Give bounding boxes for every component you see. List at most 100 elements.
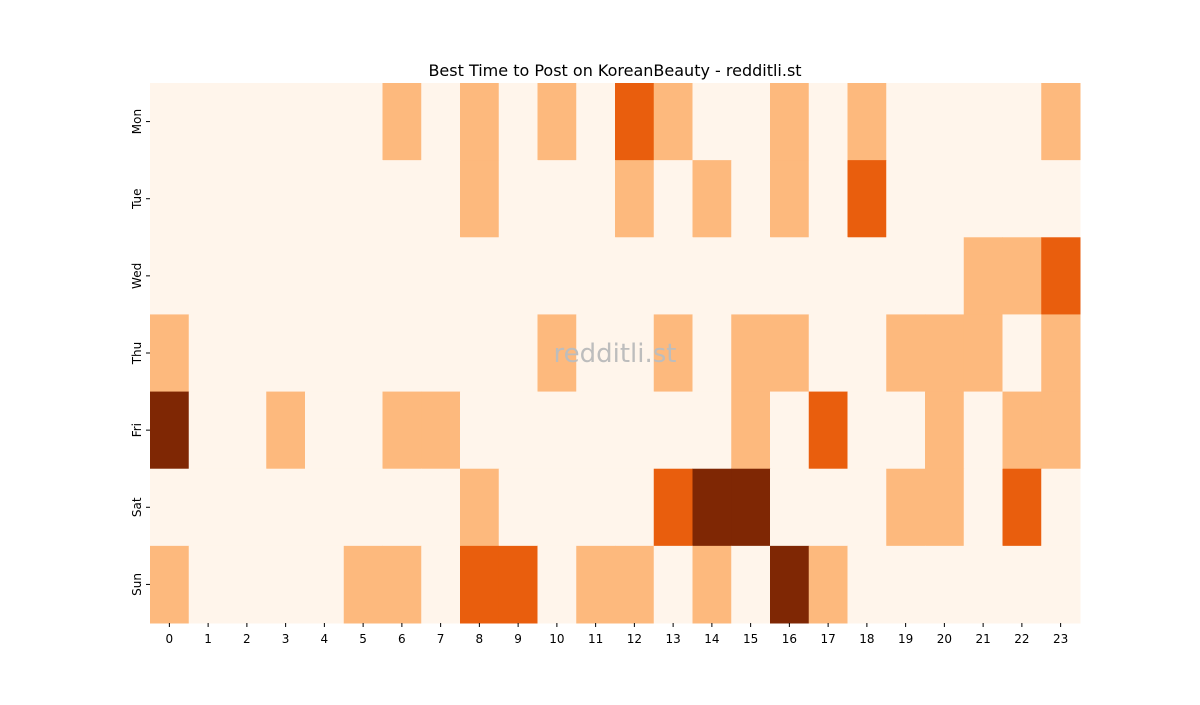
heatmap-cell xyxy=(305,160,345,238)
heatmap-cell xyxy=(227,391,267,470)
heatmap-cell xyxy=(305,314,345,393)
y-tick-label: Wed xyxy=(130,263,144,289)
heatmap-cell xyxy=(1041,314,1081,393)
heatmap-cell xyxy=(886,314,926,393)
heatmap-cell xyxy=(847,314,887,393)
heatmap-cell xyxy=(576,314,616,393)
heatmap-cell xyxy=(305,468,345,547)
heatmap-cell xyxy=(576,160,616,238)
x-tick-label: 21 xyxy=(975,632,990,646)
heatmap-cell xyxy=(731,160,771,238)
heatmap-cell xyxy=(188,83,228,161)
heatmap-cell xyxy=(460,160,500,238)
heatmap-cell xyxy=(692,314,732,393)
heatmap-cell xyxy=(925,468,965,547)
heatmap-cell xyxy=(615,468,655,547)
x-tick-label: 15 xyxy=(743,632,758,646)
heatmap-cell xyxy=(343,545,383,624)
heatmap-cell xyxy=(460,237,500,315)
heatmap-cell xyxy=(1002,237,1042,315)
heatmap-cell xyxy=(498,545,538,624)
heatmap-cell xyxy=(653,237,693,315)
heatmap-cell xyxy=(150,83,190,161)
heatmap-cell xyxy=(227,545,267,624)
heatmap-cell xyxy=(188,391,228,470)
heatmap-cell xyxy=(266,314,306,393)
heatmap-cell xyxy=(421,314,461,393)
heatmap-cell xyxy=(615,83,655,161)
heatmap-cell xyxy=(537,160,577,238)
heatmap-cell xyxy=(692,83,732,161)
heatmap-cell xyxy=(266,237,306,315)
heatmap-cell xyxy=(615,545,655,624)
heatmap-cell xyxy=(188,160,228,238)
heatmap-cell xyxy=(150,391,190,470)
heatmap-cell xyxy=(227,160,267,238)
heatmap-cell xyxy=(576,545,616,624)
heatmap-cell xyxy=(1041,160,1081,238)
heatmap-cell xyxy=(150,160,190,238)
heatmap-cell xyxy=(692,391,732,470)
x-tick-label: 3 xyxy=(282,632,290,646)
heatmap-cell xyxy=(925,314,965,393)
heatmap-cell xyxy=(808,468,848,547)
heatmap-cell xyxy=(266,468,306,547)
heatmap-cell xyxy=(188,468,228,547)
heatmap-cell xyxy=(460,83,500,161)
heatmap-cell xyxy=(770,468,810,547)
x-tick-label: 18 xyxy=(859,632,874,646)
x-tick-label: 7 xyxy=(437,632,445,646)
y-tick-label: Sun xyxy=(130,573,144,596)
heatmap-cell xyxy=(886,83,926,161)
heatmap-cell xyxy=(537,391,577,470)
heatmap-cell xyxy=(266,391,306,470)
x-tick-label: 23 xyxy=(1053,632,1068,646)
x-tick-label: 6 xyxy=(398,632,406,646)
heatmap-cell xyxy=(692,160,732,238)
heatmap-cell xyxy=(460,468,500,547)
heatmap-cell xyxy=(925,160,965,238)
heatmap-cell xyxy=(653,83,693,161)
heatmap-cell xyxy=(266,83,306,161)
heatmap-cell xyxy=(770,237,810,315)
heatmap-cell xyxy=(537,83,577,161)
x-tick-label: 1 xyxy=(204,632,212,646)
heatmap-cell xyxy=(421,160,461,238)
heatmap-cell xyxy=(615,391,655,470)
heatmap-cell xyxy=(537,314,577,393)
x-tick-label: 5 xyxy=(359,632,367,646)
heatmap-cell xyxy=(925,391,965,470)
heatmap-cell xyxy=(1041,83,1081,161)
x-tick-label: 16 xyxy=(782,632,797,646)
heatmap-cell xyxy=(498,314,538,393)
heatmap-cell xyxy=(382,83,422,161)
heatmap-cell xyxy=(343,237,383,315)
heatmap-cell xyxy=(963,314,1003,393)
heatmap-cell xyxy=(886,545,926,624)
heatmap-cell xyxy=(305,545,345,624)
heatmap-cell xyxy=(963,545,1003,624)
heatmap-cell xyxy=(770,314,810,393)
heatmap-cell xyxy=(847,237,887,315)
heatmap-cell xyxy=(382,160,422,238)
heatmap-cell xyxy=(343,468,383,547)
heatmap-cell xyxy=(847,83,887,161)
heatmap-cell xyxy=(498,160,538,238)
heatmap-cell xyxy=(615,160,655,238)
heatmap-cell xyxy=(576,83,616,161)
heatmap-cell xyxy=(847,391,887,470)
x-tick-label: 17 xyxy=(820,632,835,646)
heatmap-cell xyxy=(925,545,965,624)
heatmap-cell xyxy=(808,160,848,238)
heatmap-cell xyxy=(963,391,1003,470)
x-tick-label: 2 xyxy=(243,632,251,646)
heatmap-cells xyxy=(150,83,1081,624)
heatmap-cell xyxy=(382,314,422,393)
heatmap-cell xyxy=(731,391,771,470)
heatmap-cell xyxy=(421,83,461,161)
heatmap-cell xyxy=(653,545,693,624)
heatmap-cell xyxy=(847,160,887,238)
heatmap-cell xyxy=(1002,545,1042,624)
